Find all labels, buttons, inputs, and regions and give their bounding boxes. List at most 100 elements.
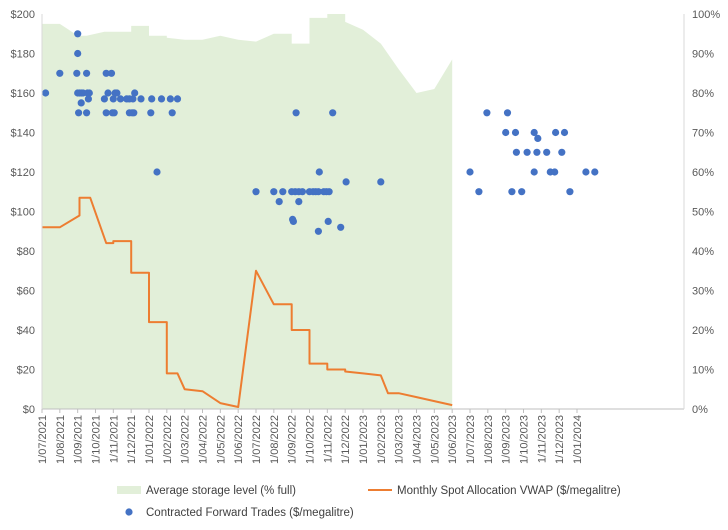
trade-point-73 [511,128,520,137]
trade-point-14 [84,95,92,103]
y-left-tick-label: $160 [11,88,35,100]
x-tick-label: 1/10/2023 [519,415,531,464]
legend-swatch-trades [125,508,133,516]
trade-point-17 [107,69,116,77]
y-left-tick-label: $200 [11,9,35,21]
trade-point-20 [102,109,110,117]
y-left-tick-label: $80 [17,246,35,258]
y-left-tick-label: $0 [23,404,35,416]
trade-point-1 [56,69,64,77]
trade-point-79 [530,128,538,137]
trade-point-80 [534,134,542,142]
x-tick-label: 1/04/2022 [198,415,210,464]
trade-point-62 [325,188,333,196]
trade-point-3 [74,49,82,58]
trade-point-77 [523,148,531,156]
trade-point-42 [252,188,260,196]
y-left-tick-label: $180 [11,49,35,61]
y-left-tick-label: $140 [11,128,35,140]
x-tick-label: 1/07/2021 [37,415,49,464]
x-tick-label: 1/01/2024 [572,415,584,464]
trade-point-36 [148,95,156,103]
trade-point-85 [551,168,559,176]
x-tick-label: 1/02/2022 [162,415,174,464]
trade-point-43 [270,188,278,196]
y-right-tick-label: 10% [692,365,714,377]
x-tick-label: 1/07/2023 [465,415,477,464]
trade-point-35 [147,109,155,117]
trade-point-75 [502,128,510,137]
x-tick-label: 1/06/2022 [233,415,245,464]
trade-point-34 [137,95,145,103]
storage-area-series [42,14,453,409]
trade-point-32 [130,109,138,117]
x-tick-label: 1/02/2023 [376,415,388,464]
trade-point-45 [279,188,287,196]
trade-point-86 [558,148,566,156]
x-tick-label: 1/01/2022 [144,415,156,464]
trade-point-26 [116,95,125,103]
trade-point-65 [337,223,345,231]
trade-point-33 [129,95,137,103]
trade-point-84 [552,128,560,137]
x-tick-label: 1/10/2022 [305,415,317,464]
y-left-tick-label: $20 [17,365,35,377]
x-tick-label: 1/07/2022 [251,415,263,464]
x-tick-label: 1/12/2021 [126,415,138,464]
x-tick-label: 1/05/2023 [429,415,441,464]
axes: $0 $20 $40 $60 $80 $100 $120 $140 $160 $180 $200 0%… [11,9,721,464]
x-tick-label: 1/12/2022 [340,415,352,464]
vwap-line-series [42,196,453,408]
x-tick-label: 1/04/2023 [412,415,424,464]
trade-point-69 [475,188,483,196]
y-left-tick-label: $40 [17,325,35,337]
trade-point-78 [533,148,541,156]
trade-point-71 [503,109,512,117]
trade-point-70 [483,109,491,117]
trade-point-40 [168,109,176,117]
trade-point-22 [110,109,118,117]
trade-point-19 [104,89,112,97]
trade-point-82 [543,148,551,156]
trade-point-74 [512,148,521,156]
trade-point-37 [153,168,161,176]
legend-swatch-storage [117,486,141,494]
x-tick-label: 1/11/2023 [536,415,548,463]
trade-point-81 [530,168,538,176]
x-tick-label: 1/03/2023 [394,415,406,464]
trade-point-87 [560,128,569,137]
legend-label-vwap: Monthly Spot Allocation VWAP ($/megalitr… [397,485,621,497]
y-right-tick-label: 50% [692,207,714,219]
trade-point-72 [508,188,516,196]
trade-point-18 [100,95,108,103]
y-right-tick-label: 80% [692,88,714,100]
trade-point-23 [109,95,117,103]
trade-point-68 [466,168,474,176]
trade-point-15 [83,109,91,117]
y-left-tick-label: $100 [11,207,35,219]
trade-point-88 [566,188,574,196]
x-tick-label: 1/11/2021 [108,415,120,463]
trade-point-58 [315,168,323,176]
trade-point-11 [83,69,91,77]
y-right-tick-label: 20% [692,325,714,337]
y-right-tick-label: 100% [692,9,720,21]
trade-point-10 [77,99,85,107]
trade-point-66 [342,178,350,186]
trade-point-90 [591,168,599,176]
trade-point-63 [324,217,332,225]
x-tick-label: 1/11/2022 [322,415,334,463]
x-tick-label: 1/08/2022 [269,415,281,464]
trade-point-2 [74,30,82,38]
trade-point-89 [582,168,590,176]
y-right-tick-label: 90% [692,49,714,61]
x-tick-label: 1/03/2022 [180,415,192,464]
y-right-tick-label: 0% [692,404,708,416]
y-right-tick-label: 30% [692,286,714,298]
x-tick-label: 1/08/2021 [55,415,67,464]
trade-point-59 [314,227,322,235]
trade-point-67 [377,178,385,186]
trade-point-48 [289,217,297,225]
x-tick-label: 1/09/2022 [287,415,299,464]
